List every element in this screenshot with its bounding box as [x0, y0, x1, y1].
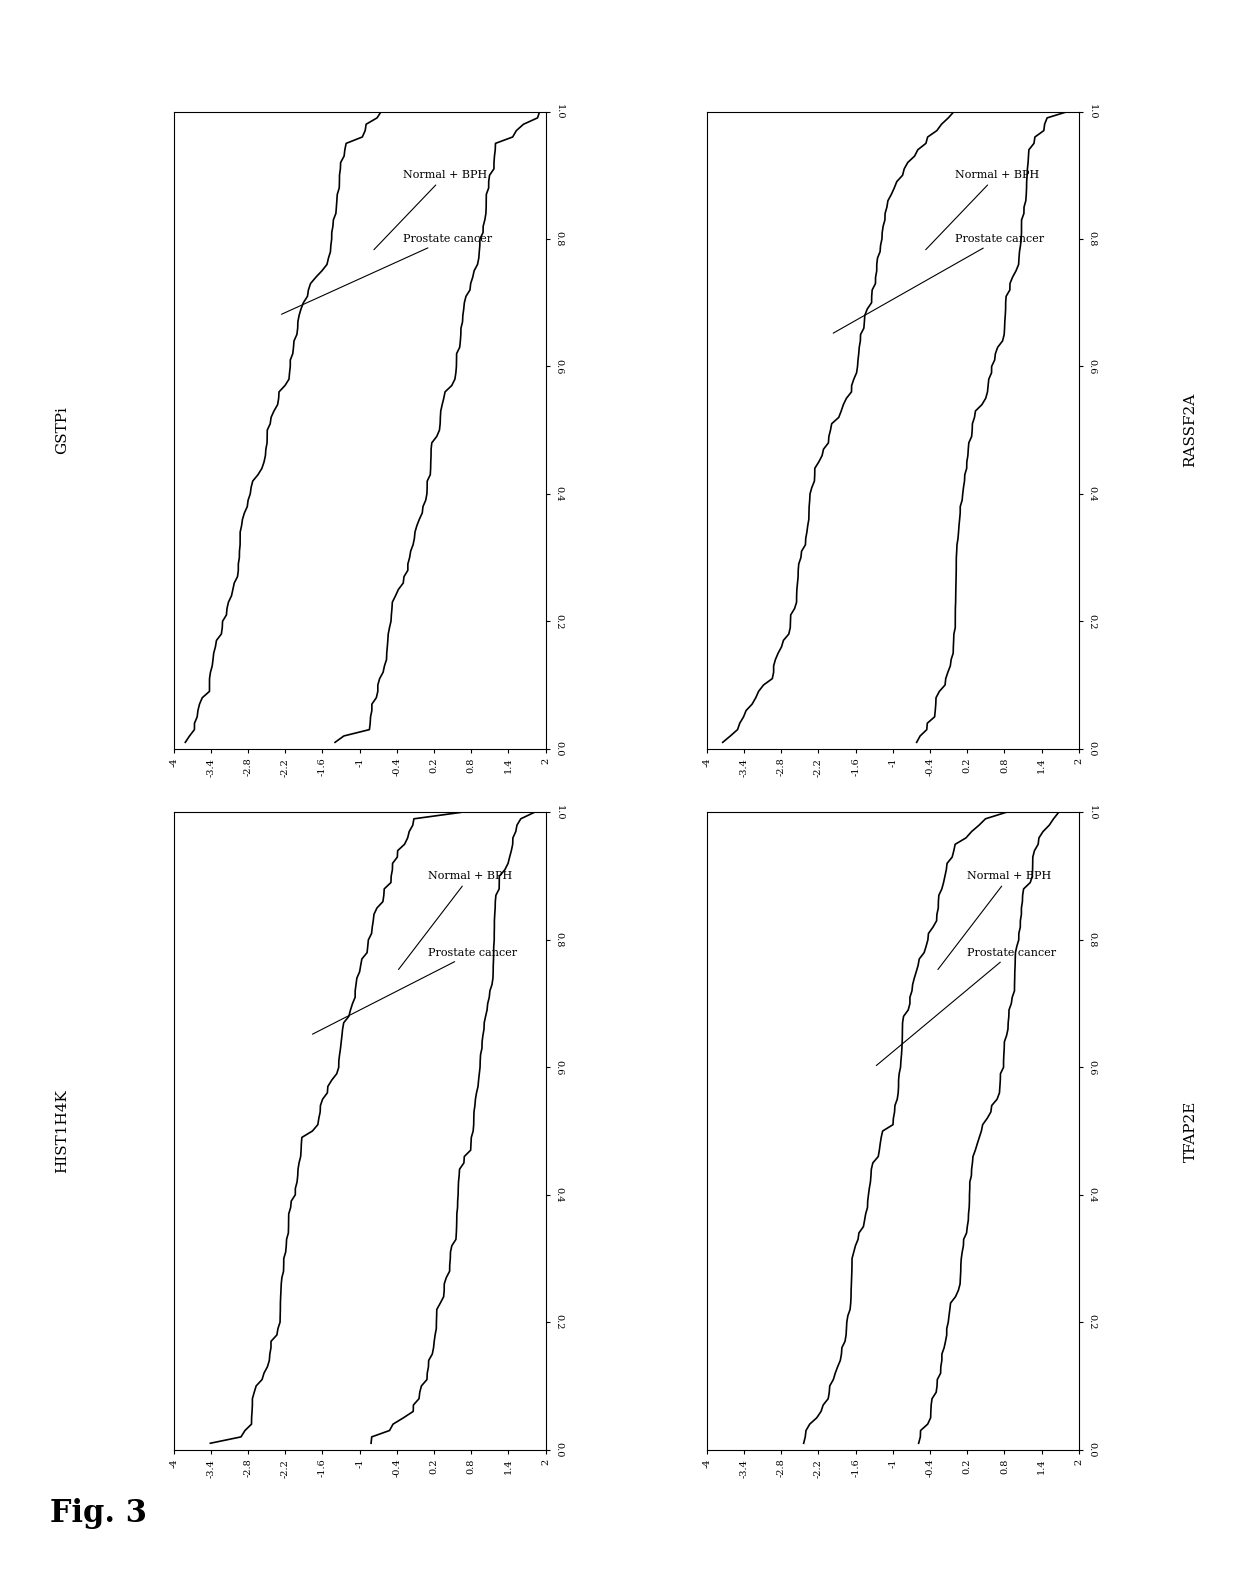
Text: Prostate cancer: Prostate cancer — [312, 948, 517, 1034]
Text: Normal + BPH: Normal + BPH — [937, 871, 1052, 970]
Text: Fig. 3: Fig. 3 — [50, 1499, 146, 1529]
Text: Prostate cancer: Prostate cancer — [833, 234, 1044, 333]
Text: Prostate cancer: Prostate cancer — [877, 948, 1056, 1066]
Text: RASSF2A: RASSF2A — [1183, 393, 1198, 467]
Text: GSTPi: GSTPi — [55, 406, 69, 454]
Text: Normal + BPH: Normal + BPH — [398, 871, 512, 970]
Text: Normal + BPH: Normal + BPH — [374, 170, 487, 250]
Text: Normal + BPH: Normal + BPH — [926, 170, 1039, 250]
Text: Prostate cancer: Prostate cancer — [281, 234, 492, 314]
Text: HIST1H4K: HIST1H4K — [55, 1090, 69, 1172]
Text: TFAP2E: TFAP2E — [1183, 1101, 1198, 1161]
